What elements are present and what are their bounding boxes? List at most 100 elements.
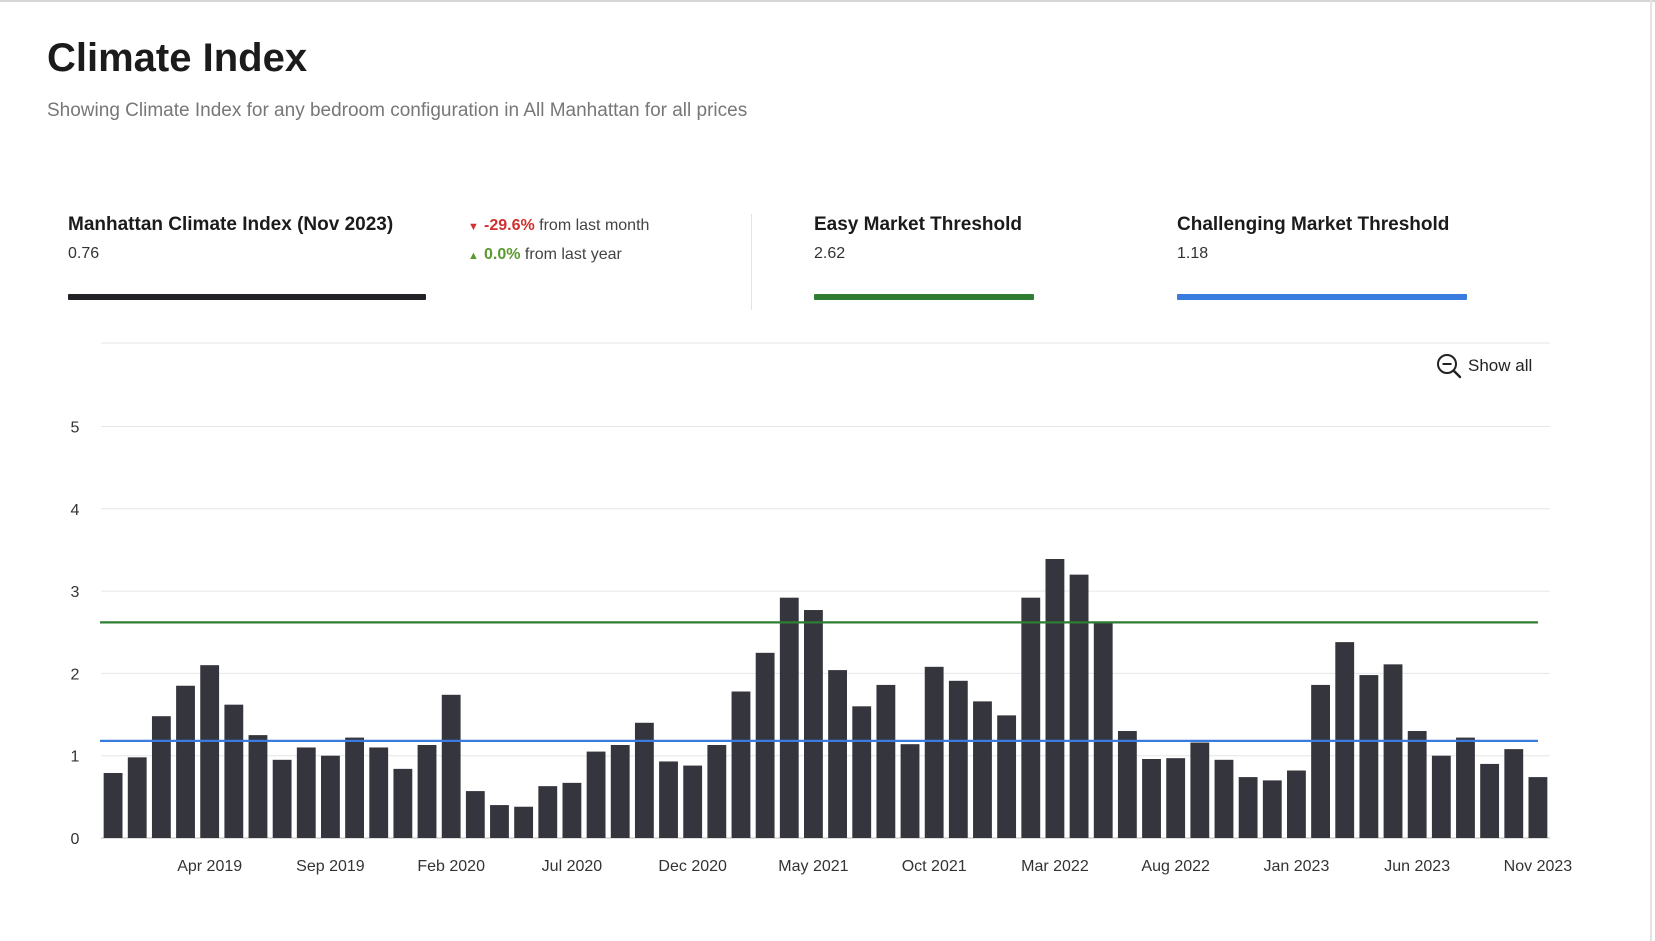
metric-challenging-label: Challenging Market Threshold xyxy=(1177,214,1450,235)
bar xyxy=(369,747,389,838)
bar xyxy=(417,745,437,838)
bar xyxy=(562,782,582,838)
x-tick-label: Feb 2020 xyxy=(417,858,485,875)
bar xyxy=(779,597,799,838)
y-tick-label: 1 xyxy=(71,749,80,766)
y-tick-label: 0 xyxy=(71,831,80,848)
bar xyxy=(683,765,703,838)
bar xyxy=(441,694,461,838)
bar xyxy=(1117,731,1137,838)
x-tick-label: Aug 2022 xyxy=(1141,858,1210,875)
bar xyxy=(1359,675,1379,838)
bar xyxy=(490,805,509,838)
bar xyxy=(828,670,847,838)
bar xyxy=(465,791,485,838)
x-tick-label: Mar 2022 xyxy=(1021,858,1089,875)
bar xyxy=(1238,777,1258,838)
bar xyxy=(1214,759,1234,838)
bar xyxy=(514,806,534,838)
metric-current-underline xyxy=(68,294,426,300)
bar xyxy=(1480,763,1500,838)
bar xyxy=(973,701,992,838)
bar xyxy=(1504,749,1524,838)
change-year-text: from last year xyxy=(520,246,622,263)
metric-easy-underline xyxy=(814,294,1034,300)
change-year-pct: 0.0% xyxy=(484,246,521,263)
x-tick-label: Jun 2023 xyxy=(1384,858,1450,875)
bar xyxy=(127,757,147,838)
bar xyxy=(1093,622,1113,838)
bar xyxy=(151,716,171,838)
bar xyxy=(948,680,968,838)
metric-current-label: Manhattan Climate Index (Nov 2023) xyxy=(68,214,394,235)
bar xyxy=(804,610,823,838)
bar xyxy=(200,665,220,838)
bar xyxy=(1069,574,1089,838)
bar xyxy=(345,737,364,838)
bar xyxy=(1166,758,1186,838)
right-border xyxy=(1650,0,1652,941)
y-tick-label: 3 xyxy=(71,584,80,601)
bar xyxy=(103,772,123,838)
bar xyxy=(755,652,775,838)
bar xyxy=(248,735,268,838)
show-all-button[interactable]: Show all xyxy=(1436,352,1532,380)
bar xyxy=(1045,559,1065,838)
bar xyxy=(1021,597,1041,838)
bar xyxy=(924,666,944,838)
bar xyxy=(731,691,751,838)
y-tick-label: 5 xyxy=(71,420,80,437)
metric-easy-threshold: Easy Market Threshold 2.62 xyxy=(814,214,1022,263)
bar xyxy=(610,745,630,838)
bar xyxy=(1407,731,1427,838)
x-tick-label: May 2021 xyxy=(778,858,848,875)
bar xyxy=(876,684,896,838)
bar xyxy=(707,745,727,838)
top-border xyxy=(0,0,1655,2)
change-month-pct: -29.6% xyxy=(484,217,535,234)
metrics-divider xyxy=(751,214,752,310)
bar xyxy=(1311,684,1330,838)
x-tick-label: Oct 2021 xyxy=(902,858,967,875)
metric-challenging-underline xyxy=(1177,294,1467,300)
bar xyxy=(272,759,292,838)
show-all-label: Show all xyxy=(1468,356,1533,375)
up-arrow-icon: ▲ xyxy=(468,250,479,262)
bar xyxy=(900,744,920,838)
change-from-last-month: ▼ -29.6% from last month xyxy=(468,217,649,235)
bar xyxy=(997,715,1017,838)
x-tick-label: Jan 2023 xyxy=(1264,858,1330,875)
bar xyxy=(1262,780,1282,838)
bar xyxy=(176,685,195,838)
x-tick-label: Nov 2023 xyxy=(1504,858,1573,875)
metric-current-index: Manhattan Climate Index (Nov 2023) 0.76 xyxy=(68,214,393,263)
zoom-out-icon xyxy=(1437,354,1462,379)
bar xyxy=(1383,664,1403,838)
bar xyxy=(224,704,244,838)
bar xyxy=(393,768,413,838)
bar xyxy=(1528,777,1548,838)
bar xyxy=(538,786,558,838)
y-tick-label: 2 xyxy=(71,666,80,683)
bar xyxy=(852,706,872,838)
metric-current-value: 0.76 xyxy=(68,245,100,262)
bar xyxy=(1456,737,1475,838)
x-tick-label: Sep 2019 xyxy=(296,858,365,875)
bar xyxy=(634,722,654,838)
y-tick-label: 4 xyxy=(71,502,80,519)
bar xyxy=(586,751,606,838)
change-from-last-year: ▲ 0.0% from last year xyxy=(468,246,622,264)
metric-easy-value: 2.62 xyxy=(814,245,846,262)
bar xyxy=(1190,742,1210,838)
metric-easy-label: Easy Market Threshold xyxy=(814,214,1023,235)
bar xyxy=(1287,770,1306,838)
metric-challenging-threshold: Challenging Market Threshold 1.18 xyxy=(1177,214,1449,263)
down-arrow-icon: ▼ xyxy=(468,221,479,233)
change-month-text: from last month xyxy=(534,217,650,234)
page-subtitle: Showing Climate Index for any bedroom co… xyxy=(47,100,748,121)
bar xyxy=(296,747,316,838)
metric-challenging-value: 1.18 xyxy=(1177,245,1209,262)
x-tick-label: Apr 2019 xyxy=(177,858,242,875)
bar xyxy=(321,755,340,838)
